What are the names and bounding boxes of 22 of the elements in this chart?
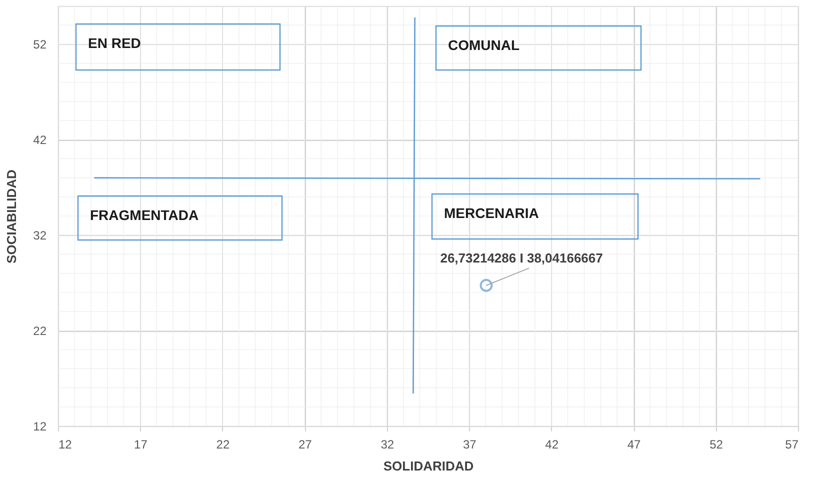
y-axis-title: SOCIABILIDAD [4, 170, 20, 264]
x-axis-title: SOLIDARIDAD [383, 458, 474, 474]
annotation: MERCENARIA [444, 205, 539, 221]
x-tick-label: 57 [785, 438, 799, 452]
y-tick-label: 12 [33, 420, 47, 434]
x-tick-label: 12 [58, 438, 72, 452]
y-tick-label: 42 [33, 133, 47, 148]
y-tick-label: 22 [33, 324, 47, 338]
x-tick-label: 37 [462, 438, 477, 452]
x-tick-label: 17 [134, 438, 148, 452]
data-label: 26,73214286 I 38,04166667 [440, 250, 603, 266]
annotation: COMUNAL [448, 37, 520, 53]
x-tick-label: 22 [216, 438, 230, 452]
y-tick-label: 32 [33, 228, 47, 243]
x-tick-label: 27 [298, 438, 312, 452]
x-tick-label: 32 [380, 438, 394, 452]
x-tick-label: 52 [710, 438, 724, 452]
annotation: EN RED [88, 35, 141, 51]
x-tick-label: 47 [627, 438, 642, 452]
annotation: FRAGMENTADA [90, 207, 199, 223]
x-tick-label: 42 [545, 438, 559, 452]
y-tick-label: 52 [33, 38, 47, 52]
